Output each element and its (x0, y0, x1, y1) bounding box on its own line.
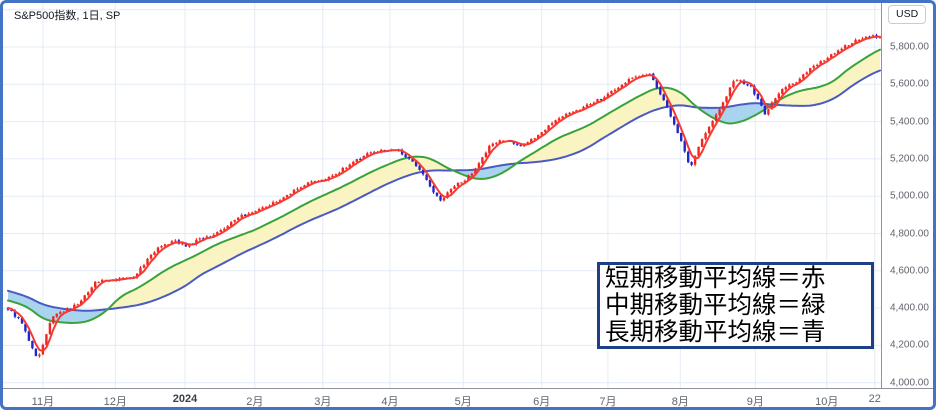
price-tick-label: 4,400.00 (890, 302, 929, 314)
time-tick-label: 3月 (314, 396, 332, 408)
time-tick-label: 9月 (746, 396, 764, 408)
price-tick-label: 5,200.00 (890, 153, 929, 165)
legend-line-long-ma: 長期移動平均線＝青 (605, 319, 826, 346)
price-tick-label: 4,800.00 (890, 228, 929, 239)
legend-line-mid-ma: 中期移動平均線＝緑 (605, 292, 826, 319)
time-tick-label: 22 (868, 393, 881, 405)
price-tick-label: 4,600.00 (890, 265, 929, 277)
time-tick-label: 7月 (599, 396, 617, 408)
currency-button[interactable]: USD (888, 5, 927, 24)
legend-line-short-ma: 短期移動平均線＝赤 (605, 265, 826, 292)
price-tick-label: 5,800.00 (890, 41, 929, 53)
time-tick-label: 10月 (815, 396, 839, 408)
time-tick-label: 8月 (671, 396, 689, 408)
ma-legend-annotation-box: 短期移動平均線＝赤 中期移動平均線＝緑 長期移動平均線＝青 (597, 262, 874, 349)
time-tick-label: 4月 (381, 396, 399, 408)
price-axis-divider (881, 3, 882, 389)
time-tick-label: 2024 (172, 393, 198, 405)
price-tick-label: 5,400.00 (890, 116, 929, 128)
price-tick-label: 4,000.00 (890, 377, 929, 389)
time-axis-divider (3, 388, 933, 389)
time-tick-label: 6月 (533, 396, 551, 408)
time-tick-label: 12月 (103, 396, 127, 408)
time-tick-label: 2月 (246, 396, 264, 408)
price-tick-label: 5,000.00 (890, 190, 929, 202)
price-tick-label: 5,600.00 (890, 78, 929, 90)
price-tick-label: 4,200.00 (890, 339, 929, 351)
symbol-title[interactable]: S&P500指数, 1日, SP (14, 10, 121, 22)
time-tick-label: 11月 (31, 396, 55, 408)
time-tick-label: 5月 (454, 396, 472, 408)
